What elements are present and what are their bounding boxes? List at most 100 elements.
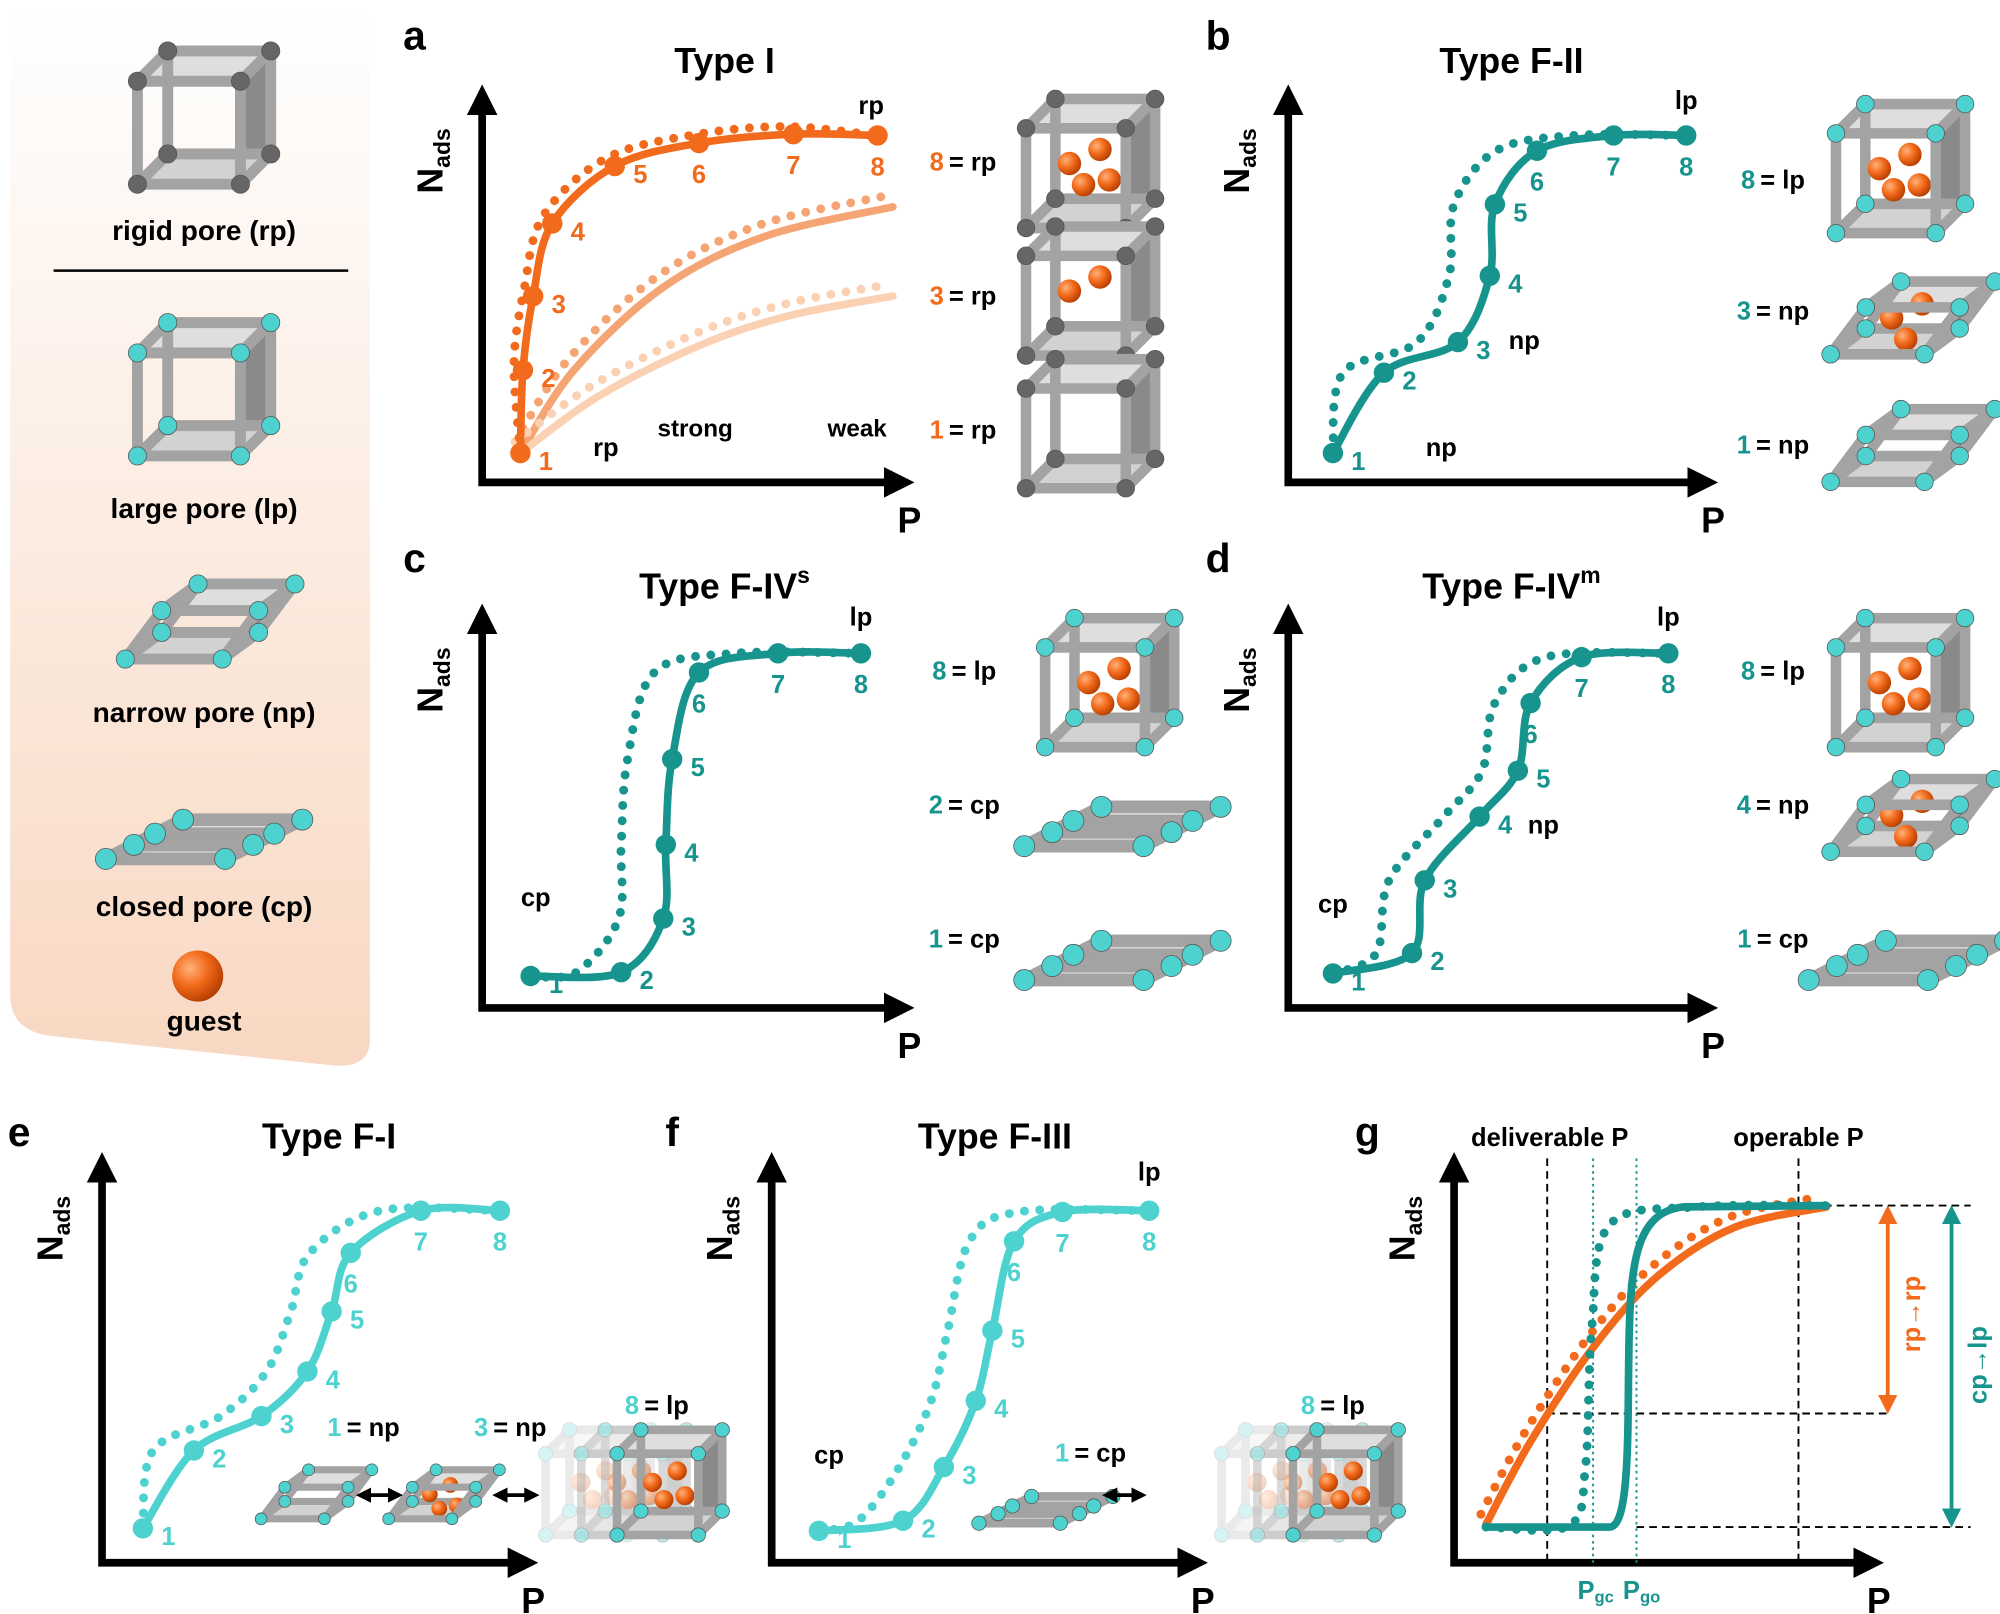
joint: [230, 446, 250, 466]
pressure-label: Pgc: [1577, 1577, 1613, 1607]
annotation: rp→rp: [1898, 1276, 1926, 1353]
x-axis-label: P: [898, 501, 922, 541]
axes: [466, 603, 915, 1024]
state-label: 3 = np: [474, 1414, 546, 1442]
title-text: Type F-I: [262, 1117, 396, 1157]
point: [982, 1320, 1003, 1341]
guest: [1090, 692, 1115, 716]
annotation: cp: [1318, 891, 1348, 919]
joint: [1145, 317, 1165, 336]
framework-cube: [1016, 89, 1165, 238]
joint: [1160, 821, 1183, 844]
joint: [291, 808, 314, 831]
y-axis-label-sub: ads: [718, 1196, 744, 1236]
panel-title: Type F-I: [262, 1117, 396, 1157]
guest: [1247, 1472, 1267, 1492]
joint: [1132, 969, 1155, 991]
joint: [597, 1422, 613, 1438]
point: [1571, 646, 1592, 668]
y-axis-label-sub: ads: [429, 647, 455, 687]
joint: [1285, 1446, 1301, 1462]
annotation: lp: [1675, 87, 1698, 115]
joint: [1209, 929, 1232, 952]
title-superscript: m: [1580, 562, 1600, 588]
joint: [1062, 809, 1085, 832]
point: [1373, 362, 1395, 383]
point-label: 4: [684, 840, 699, 868]
joint: [573, 1527, 589, 1543]
point: [512, 359, 534, 381]
guest: [654, 1490, 674, 1510]
joint: [1797, 969, 1820, 991]
joint: [1366, 1446, 1382, 1462]
point: [1139, 1200, 1160, 1221]
point: [510, 442, 531, 464]
point: [767, 643, 789, 664]
state-number: 8: [1301, 1392, 1315, 1420]
joint: [1926, 638, 1945, 657]
point: [933, 1456, 955, 1478]
joint: [1046, 217, 1065, 236]
bar: [216, 605, 265, 665]
framework-cube: [1016, 349, 1165, 498]
y-axis-label-sub: ads: [1235, 128, 1261, 168]
point: [655, 834, 677, 855]
joint: [1856, 708, 1875, 728]
joint: [1132, 835, 1155, 858]
point-label: 8: [1679, 153, 1693, 181]
joint: [1985, 769, 2000, 789]
joint: [609, 1446, 625, 1462]
bar: [119, 605, 168, 665]
joint: [1165, 608, 1184, 628]
dotted-curve: [814, 1204, 1154, 1536]
joint: [690, 1446, 706, 1462]
point: [1052, 1201, 1073, 1223]
joint: [1950, 816, 1969, 836]
joint: [1035, 638, 1055, 657]
joint: [469, 1480, 482, 1494]
guest: [1898, 656, 1922, 681]
state-label: 1 = np: [327, 1414, 399, 1442]
point-label: 8: [854, 671, 868, 699]
x-axis-label: P: [1701, 1026, 1725, 1066]
joint: [1826, 223, 1846, 243]
joint: [1825, 955, 1848, 977]
point: [321, 1301, 342, 1322]
joint: [597, 1503, 613, 1519]
joint: [1821, 842, 1840, 861]
joint: [1145, 449, 1165, 469]
joint: [1891, 272, 1911, 291]
point-label: 4: [1508, 271, 1523, 299]
point: [297, 1361, 318, 1382]
point: [1479, 265, 1500, 286]
panel-letter: d: [1206, 535, 1231, 581]
title-text: Type F-IV: [639, 567, 797, 607]
joint: [1041, 955, 1064, 977]
point: [522, 285, 544, 307]
framework-cube: [1826, 608, 1975, 757]
joint: [1016, 479, 1036, 498]
point-label: 1: [1351, 968, 1365, 996]
point-label: 8: [1142, 1229, 1156, 1257]
joint: [1856, 816, 1876, 836]
annotation: np: [1509, 327, 1540, 355]
y-axis-label-main: N: [31, 1235, 71, 1261]
framework-cp: [1013, 929, 1232, 991]
x-axis-label: P: [898, 1026, 922, 1066]
point: [542, 213, 563, 234]
framework-cube: [1826, 94, 1975, 243]
point-label: 3: [682, 914, 696, 942]
point-label: 3: [1443, 875, 1457, 903]
point: [783, 123, 804, 145]
joint: [633, 1503, 649, 1519]
panel-title: Type F-III: [918, 1117, 1072, 1157]
title-text: Type F-IV: [1422, 567, 1580, 607]
joint: [1214, 1446, 1230, 1462]
y-axis-label: Nads: [411, 647, 455, 712]
state-text: = np: [347, 1414, 400, 1442]
point-label: 2: [640, 967, 654, 995]
state-number: 1: [1737, 925, 1751, 953]
curve: [516, 292, 897, 457]
point-label: 7: [414, 1229, 428, 1257]
joint: [1273, 1503, 1289, 1519]
